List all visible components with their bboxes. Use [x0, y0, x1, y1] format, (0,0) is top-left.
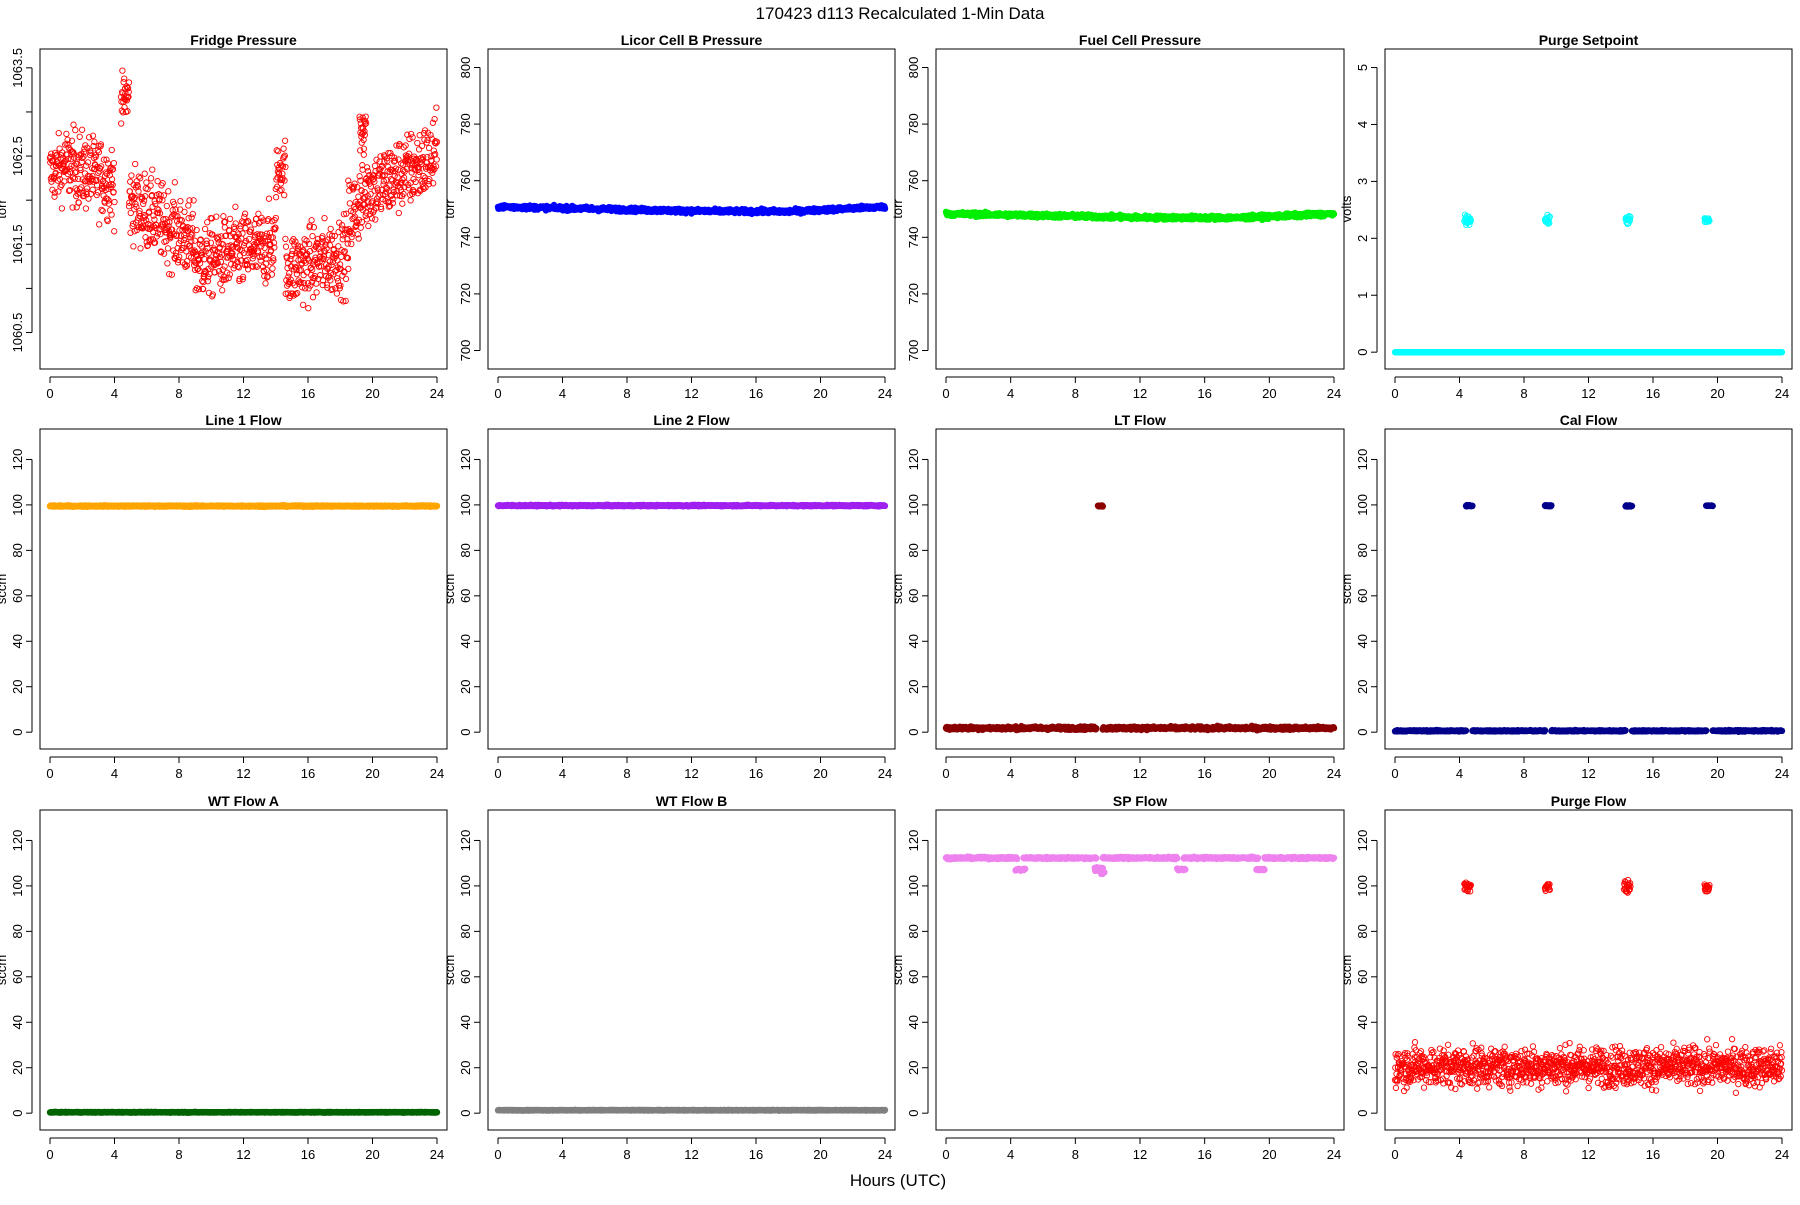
y-tick-label: 700 — [906, 340, 921, 362]
x-tick-label: 16 — [1646, 386, 1660, 401]
x-tick-label: 20 — [1710, 386, 1724, 401]
x-tick-label: 0 — [942, 386, 949, 401]
data-point — [882, 206, 888, 212]
y-tick-label: 740 — [458, 226, 473, 248]
y-tick-label: 780 — [458, 113, 473, 135]
x-tick-label: 20 — [813, 386, 827, 401]
figure-title: 170423 d113 Recalculated 1-Min Data — [756, 4, 1045, 23]
figure-x-axis-label: Hours (UTC) — [850, 1171, 946, 1190]
y-axis-label: sccm — [0, 574, 9, 604]
x-tick-label: 12 — [1581, 386, 1595, 401]
x-tick-label: 24 — [430, 386, 444, 401]
y-tick-label: 720 — [906, 283, 921, 305]
panel-title: Licor Cell B Pressure — [621, 32, 763, 48]
x-tick-label: 8 — [1072, 386, 1079, 401]
y-tick-label: 760 — [458, 170, 473, 192]
y-axis-label: volts — [1339, 195, 1354, 222]
y-tick-label: 0 — [1355, 349, 1370, 356]
y-axis-label: torr — [0, 199, 9, 219]
x-tick-label: 16 — [1197, 386, 1211, 401]
panel-title: Purge Setpoint — [1539, 32, 1639, 48]
y-tick-label: 800 — [906, 57, 921, 79]
y-tick-label: 780 — [906, 113, 921, 135]
x-tick-label: 4 — [1007, 386, 1014, 401]
x-tick-label: 24 — [1775, 386, 1789, 401]
y-axis-label: torr — [442, 199, 457, 219]
data-points — [47, 502, 440, 510]
x-tick-label: 16 — [749, 386, 763, 401]
y-tick-label: 5 — [1355, 64, 1370, 71]
x-tick-label: 24 — [878, 386, 892, 401]
x-tick-label: 12 — [684, 386, 698, 401]
x-tick-label: 4 — [111, 386, 118, 401]
x-tick-label: 12 — [236, 386, 250, 401]
x-tick-label: 8 — [623, 386, 630, 401]
y-tick-label: 1 — [1355, 292, 1370, 299]
y-tick-label: 3 — [1355, 178, 1370, 185]
y-tick-label: 700 — [458, 340, 473, 362]
y-tick-label: 1062.5 — [10, 136, 25, 176]
y-tick-label: 1063.5 — [10, 48, 25, 88]
x-tick-label: 0 — [46, 386, 53, 401]
panel-title: Fuel Cell Pressure — [1079, 32, 1201, 48]
y-tick-label: 740 — [906, 226, 921, 248]
x-tick-label: 20 — [1262, 386, 1276, 401]
x-tick-label: 8 — [175, 386, 182, 401]
x-tick-label: 0 — [1391, 386, 1398, 401]
y-tick-label: 4 — [1355, 121, 1370, 128]
x-tick-label: 12 — [1133, 386, 1147, 401]
y-tick-label: 1061.5 — [10, 224, 25, 264]
y-tick-label: 2 — [1355, 235, 1370, 242]
y-tick-label: 800 — [458, 57, 473, 79]
y-tick-label: 760 — [906, 170, 921, 192]
x-tick-label: 4 — [1456, 386, 1463, 401]
y-axis-label: torr — [890, 199, 905, 219]
panel-title: Line 1 Flow — [205, 412, 281, 428]
x-tick-label: 4 — [559, 386, 566, 401]
x-tick-label: 16 — [301, 386, 315, 401]
panel-title: Fridge Pressure — [190, 32, 297, 48]
y-tick-label: 1060.5 — [10, 313, 25, 353]
x-tick-label: 0 — [494, 386, 501, 401]
x-tick-label: 20 — [365, 386, 379, 401]
y-tick-label: 720 — [458, 283, 473, 305]
data-point — [1331, 211, 1337, 217]
x-tick-label: 8 — [1520, 386, 1527, 401]
x-tick-label: 24 — [1327, 386, 1341, 401]
